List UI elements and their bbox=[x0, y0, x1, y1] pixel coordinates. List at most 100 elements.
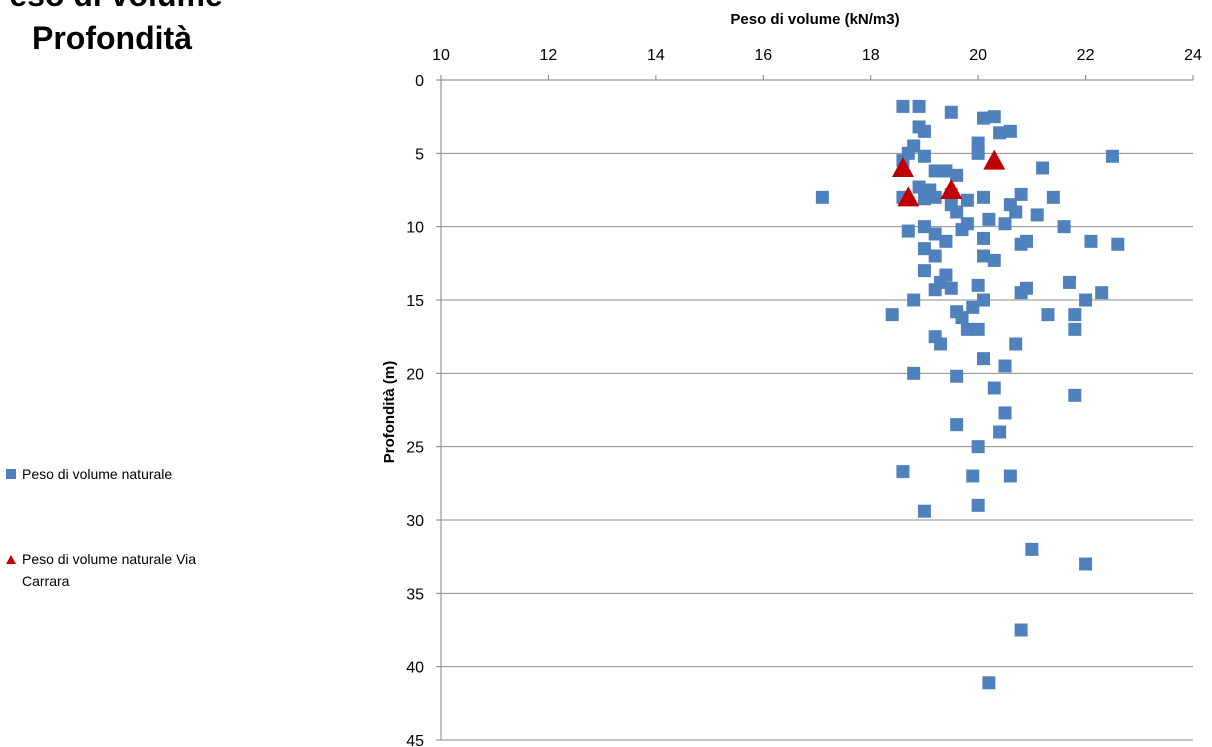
x-tick-label-22: 22 bbox=[1077, 47, 1095, 64]
point-square bbox=[917, 149, 931, 163]
y-tick-label-40: 40 bbox=[406, 660, 424, 677]
point-square bbox=[885, 308, 899, 322]
x-tick-label-20: 20 bbox=[969, 47, 987, 64]
point-square bbox=[1036, 161, 1050, 175]
point-square bbox=[1046, 190, 1060, 204]
point-square bbox=[993, 126, 1007, 140]
point-square bbox=[917, 242, 931, 256]
point-square bbox=[1003, 124, 1017, 138]
chart-title-line-1: Peso di volume bbox=[0, 0, 223, 13]
point-square bbox=[1111, 237, 1125, 251]
point-square bbox=[907, 293, 921, 307]
point-square bbox=[896, 465, 910, 479]
legend: Peso di volume naturale Peso di volume n… bbox=[6, 466, 196, 589]
point-square bbox=[1003, 469, 1017, 483]
x-axis-title: Peso di volume (kN/m3) bbox=[730, 11, 899, 28]
point-square bbox=[1079, 293, 1093, 307]
legend-label-series-2-line-1: Peso di volume naturale Via bbox=[22, 551, 196, 567]
legend-marker-triangle bbox=[6, 555, 16, 564]
point-square bbox=[998, 406, 1012, 420]
point-square bbox=[960, 193, 974, 207]
y-tick-label-25: 25 bbox=[406, 440, 424, 457]
point-square bbox=[928, 164, 942, 178]
point-square bbox=[971, 440, 985, 454]
point-square bbox=[939, 164, 953, 178]
point-square bbox=[993, 425, 1007, 439]
y-tick-label-20: 20 bbox=[406, 366, 424, 383]
point-square bbox=[987, 110, 1001, 124]
point-square bbox=[1025, 542, 1039, 556]
point-square bbox=[971, 278, 985, 292]
point-square bbox=[977, 293, 991, 307]
y-tick-labels: 0 5 10 15 20 25 30 35 40 45 bbox=[406, 73, 441, 747]
x-tick-label-12: 12 bbox=[540, 47, 558, 64]
point-square bbox=[917, 192, 931, 206]
point-square bbox=[1084, 234, 1098, 248]
point-square bbox=[998, 359, 1012, 373]
point-square bbox=[1019, 234, 1033, 248]
point-square bbox=[928, 249, 942, 263]
point-square bbox=[939, 234, 953, 248]
gridlines bbox=[440, 79, 1193, 741]
point-square bbox=[987, 381, 1001, 395]
point-square bbox=[917, 504, 931, 518]
point-square bbox=[1068, 308, 1082, 322]
point-triangle bbox=[891, 157, 914, 177]
point-square bbox=[901, 224, 915, 238]
point-square bbox=[1009, 337, 1023, 351]
point-square bbox=[928, 283, 942, 297]
point-square bbox=[1079, 557, 1093, 571]
point-square bbox=[982, 676, 996, 690]
point-square bbox=[960, 322, 974, 336]
point-square bbox=[971, 322, 985, 336]
point-square bbox=[950, 369, 964, 383]
point-square bbox=[971, 136, 985, 150]
point-square bbox=[917, 264, 931, 278]
y-tick-label-45: 45 bbox=[406, 733, 424, 747]
point-square bbox=[977, 190, 991, 204]
point-square bbox=[912, 99, 926, 113]
legend-marker-square bbox=[6, 469, 16, 479]
x-tick-labels: 10 12 14 16 18 20 22 24 bbox=[432, 47, 1202, 80]
data-points bbox=[815, 99, 1125, 690]
point-square bbox=[1009, 205, 1023, 219]
point-square bbox=[977, 231, 991, 245]
point-square bbox=[1068, 388, 1082, 402]
point-square bbox=[1030, 208, 1044, 222]
point-square bbox=[815, 190, 829, 204]
point-square bbox=[998, 217, 1012, 231]
x-tick-label-18: 18 bbox=[862, 47, 880, 64]
point-square bbox=[1057, 220, 1071, 234]
x-tick-label-16: 16 bbox=[754, 47, 772, 64]
y-tick-label-35: 35 bbox=[406, 586, 424, 603]
point-square bbox=[966, 469, 980, 483]
point-square bbox=[944, 281, 958, 295]
point-square bbox=[966, 300, 980, 314]
point-square bbox=[928, 190, 942, 204]
point-triangle bbox=[897, 186, 920, 207]
point-square bbox=[971, 146, 985, 160]
point-square bbox=[1041, 308, 1055, 322]
point-square bbox=[1014, 187, 1028, 201]
point-square bbox=[912, 180, 926, 194]
point-square bbox=[1062, 275, 1076, 289]
point-square bbox=[1095, 286, 1109, 300]
point-triangle bbox=[940, 179, 963, 199]
point-square bbox=[944, 105, 958, 119]
x-tick-label-24: 24 bbox=[1184, 47, 1202, 64]
point-square bbox=[955, 223, 969, 237]
y-tick-label-30: 30 bbox=[406, 513, 424, 530]
point-square bbox=[917, 220, 931, 234]
x-tick-label-14: 14 bbox=[647, 47, 665, 64]
point-square bbox=[977, 249, 991, 263]
point-square bbox=[955, 311, 969, 325]
point-square bbox=[1019, 281, 1033, 295]
point-square bbox=[977, 111, 991, 125]
point-square bbox=[934, 337, 948, 351]
point-square bbox=[907, 366, 921, 380]
x-tick-label-10: 10 bbox=[432, 47, 450, 64]
point-square bbox=[1014, 623, 1028, 637]
point-square bbox=[950, 168, 964, 182]
point-square bbox=[1105, 149, 1119, 163]
